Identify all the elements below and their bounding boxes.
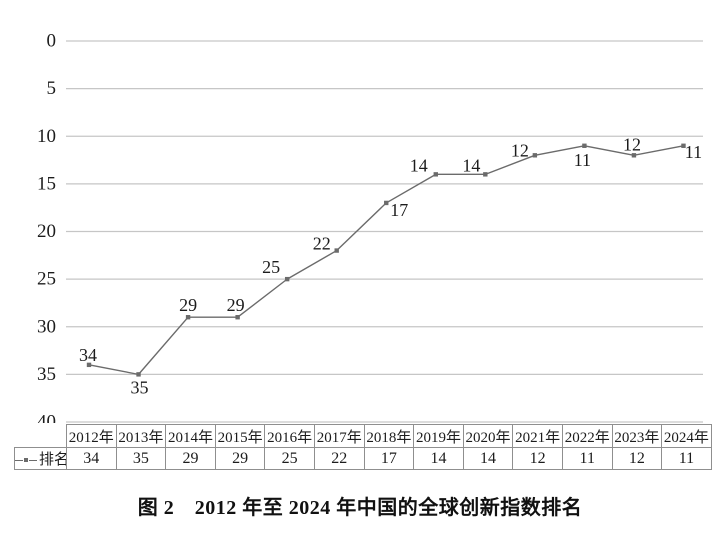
y-tick-label: 35: [37, 364, 56, 385]
y-tick-label: 25: [37, 269, 56, 290]
data-point-marker: [86, 362, 92, 368]
value-cell: 17: [363, 446, 415, 471]
year-header-cell: 2020年: [462, 424, 514, 448]
value-cell: 12: [512, 446, 563, 471]
data-point-marker: [681, 143, 686, 148]
data-label: 17: [390, 200, 408, 220]
data-label: 34: [79, 345, 97, 365]
data-label: 12: [511, 140, 529, 160]
year-header-cell: 2021年: [512, 424, 563, 448]
data-label: 25: [262, 257, 280, 277]
year-header-cell: 2015年: [214, 424, 266, 448]
value-cell: 29: [214, 446, 266, 471]
y-tick-label: 30: [37, 316, 56, 337]
data-point-marker: [384, 200, 389, 206]
value-cell: 34: [66, 446, 117, 471]
value-cell: 12: [611, 446, 663, 471]
data-label: 35: [131, 377, 149, 397]
data-label: 11: [574, 150, 591, 170]
figure-caption: 图 2 2012 年至 2024 年中国的全球创新指数排名: [137, 497, 583, 519]
value-cell: 22: [313, 446, 365, 471]
legend-cell: 排名: [14, 446, 67, 471]
y-tick-label: 5: [47, 78, 57, 99]
data-label: 22: [313, 234, 331, 254]
data-point-marker: [185, 315, 191, 320]
data-label: 29: [227, 295, 245, 315]
data-point-marker: [284, 276, 290, 282]
value-cell: 14: [462, 446, 514, 471]
data-label: 29: [179, 295, 197, 315]
year-header-cell: 2014年: [165, 424, 216, 448]
year-header-cell: 2017年: [313, 424, 365, 448]
data-point-marker: [334, 248, 339, 253]
data-point-marker: [631, 153, 637, 158]
data-point-marker: [483, 172, 488, 177]
year-header-cell: 2018年: [363, 424, 415, 448]
data-point-marker: [136, 372, 141, 377]
line-chart: 0 5 10 15 20 25 30 35 40 34 35 29 29 25 22 17 14 14 12 11 12…: [37, 31, 703, 424]
data-label: 14: [462, 155, 480, 175]
value-cell: 11: [661, 446, 712, 471]
table-corner-cell: [14, 424, 67, 448]
data-label: 14: [410, 155, 428, 175]
value-cell: 25: [264, 446, 315, 471]
series-name: 排名: [39, 452, 67, 468]
year-header-cell: 2023年: [611, 424, 663, 448]
data-label: 11: [685, 142, 702, 162]
y-tick-label: 20: [37, 221, 56, 242]
data-label: 12: [623, 134, 641, 154]
series-marker-icon: [15, 452, 37, 468]
year-header-cell: 2012年: [66, 424, 117, 448]
year-header-cell: 2022年: [561, 424, 613, 448]
year-header-cell: 2019年: [413, 424, 464, 448]
series-line: [88, 145, 684, 376]
data-point-marker: [582, 143, 587, 148]
data-point-marker: [235, 315, 240, 320]
data-point-marker: [433, 172, 438, 177]
data-table: 2012年 2013年 2014年 2015年 2016年 2017年 2018年 2019年…: [14, 424, 712, 471]
y-tick-label: 0: [47, 31, 57, 52]
y-tick-label: 10: [37, 126, 56, 147]
y-tick-label: 15: [37, 173, 56, 194]
value-cell: 35: [115, 446, 167, 471]
value-cell: 14: [413, 446, 464, 471]
year-header-cell: 2013年: [115, 424, 167, 448]
y-tick-label: 40: [37, 412, 56, 424]
value-cell: 29: [165, 446, 216, 471]
value-cell: 11: [561, 446, 613, 471]
year-header-cell: 2024年: [661, 424, 712, 448]
year-header-cell: 2016年: [264, 424, 315, 448]
data-point-marker: [532, 153, 538, 158]
